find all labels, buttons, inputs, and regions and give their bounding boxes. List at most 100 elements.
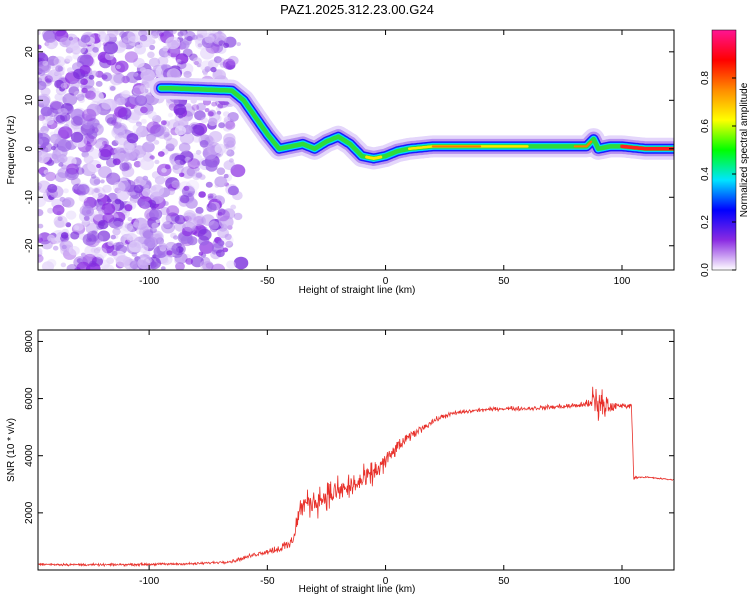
snr-y-axis: 2000 4000 6000 8000 <box>24 330 674 524</box>
noise-blob <box>66 168 78 179</box>
noise-blob <box>121 222 134 232</box>
noise-blob <box>106 157 117 168</box>
noise-blob <box>196 102 206 111</box>
x-tick-label: 50 <box>498 276 510 287</box>
x-tick-label: -50 <box>260 276 275 287</box>
noise-blob <box>168 103 178 111</box>
noise-blob <box>58 162 64 167</box>
noise-blob <box>49 100 62 111</box>
noise-blob <box>81 205 95 217</box>
noise-blob <box>180 166 196 179</box>
noise-blob <box>57 139 72 152</box>
spectrogram-plot-area <box>38 30 674 270</box>
x-tick-label: 100 <box>614 276 631 287</box>
noise-blob <box>69 80 81 90</box>
noise-blob <box>97 192 103 198</box>
noise-blob <box>100 179 105 184</box>
noise-blob <box>166 205 180 217</box>
noise-blob <box>78 97 85 103</box>
noise-blob <box>53 56 66 67</box>
noise-blob <box>116 97 126 106</box>
spectrogram-x-label: Height of straight line (km) <box>299 285 416 296</box>
noise-blob <box>95 80 103 87</box>
noise-blob <box>155 218 161 224</box>
noise-blob <box>201 214 215 226</box>
noise-blob <box>205 262 213 269</box>
noise-blob <box>195 206 204 215</box>
noise-blob <box>190 213 205 226</box>
noise-blob <box>224 233 232 240</box>
noise-blob <box>131 251 138 257</box>
noise-blob <box>38 254 44 263</box>
noise-blob <box>101 264 115 270</box>
noise-blob <box>101 72 113 82</box>
noise-blob <box>80 47 89 55</box>
y-tick-label: 10 <box>24 94 35 106</box>
noise-blob <box>161 168 167 173</box>
noise-blob <box>83 215 90 221</box>
snr-panel: -100 -50 0 50 100 2000 4000 6000 8000 Height of… <box>6 329 675 595</box>
noise-blob <box>129 260 140 270</box>
noise-blob <box>76 261 91 270</box>
ridge-core-orange <box>573 140 593 148</box>
noise-blob <box>124 204 133 212</box>
noise-blob <box>222 58 236 70</box>
noise-blob <box>60 82 68 89</box>
noise-blob <box>60 262 67 268</box>
noise-blob <box>225 240 234 248</box>
noise-blob <box>38 223 44 229</box>
noise-blob <box>191 104 200 111</box>
noise-blob <box>46 258 57 268</box>
noise-blob <box>81 119 94 130</box>
noise-blob <box>139 157 155 171</box>
noise-blob <box>155 126 170 139</box>
noise-blob <box>193 135 202 143</box>
noise-blob <box>185 103 192 109</box>
noise-blob <box>166 250 173 256</box>
noise-blob <box>89 122 104 136</box>
noise-blob <box>86 103 101 117</box>
noise-blob <box>122 36 131 43</box>
noise-blob <box>38 237 44 243</box>
noise-blob <box>91 70 99 77</box>
noise-blob <box>163 220 173 230</box>
noise-blob <box>85 90 96 100</box>
noise-blob <box>204 34 215 44</box>
noise-blob <box>147 111 157 119</box>
noise-blob <box>54 219 65 228</box>
noise-blob <box>38 182 43 189</box>
noise-blob <box>151 32 159 39</box>
noise-blob <box>113 148 121 155</box>
noise-blob <box>38 80 47 91</box>
noise-blob <box>133 160 142 168</box>
noise-blob <box>228 158 234 163</box>
noise-blob <box>225 120 236 130</box>
y-tick-label: 20 <box>24 46 35 58</box>
noise-blob <box>38 44 42 50</box>
noise-blob <box>116 189 130 201</box>
noise-blob <box>106 172 121 185</box>
noise-blob <box>66 264 78 270</box>
noise-blob <box>96 163 102 169</box>
noise-blob <box>130 191 136 197</box>
noise-blob <box>68 36 74 41</box>
noise-blob <box>150 184 165 197</box>
noise-blob <box>177 30 187 39</box>
noise-blob <box>217 197 222 202</box>
noise-blob <box>94 140 105 149</box>
noise-blob <box>230 164 246 178</box>
noise-blob <box>66 67 74 73</box>
noise-blob <box>163 133 173 141</box>
spectrogram-frame <box>37 29 675 271</box>
colorbar-tick-label: 0.0 <box>700 263 711 277</box>
noise-blob <box>174 257 184 265</box>
noise-blob <box>159 32 164 37</box>
noise-blob <box>208 33 217 41</box>
noise-blob <box>158 242 167 250</box>
noise-blob <box>65 210 77 220</box>
noise-blob <box>93 87 100 94</box>
y-tick-label: 0 <box>24 146 35 152</box>
noise-blob <box>90 174 97 179</box>
noise-blob <box>124 223 131 229</box>
ridge-core-red <box>620 144 674 151</box>
